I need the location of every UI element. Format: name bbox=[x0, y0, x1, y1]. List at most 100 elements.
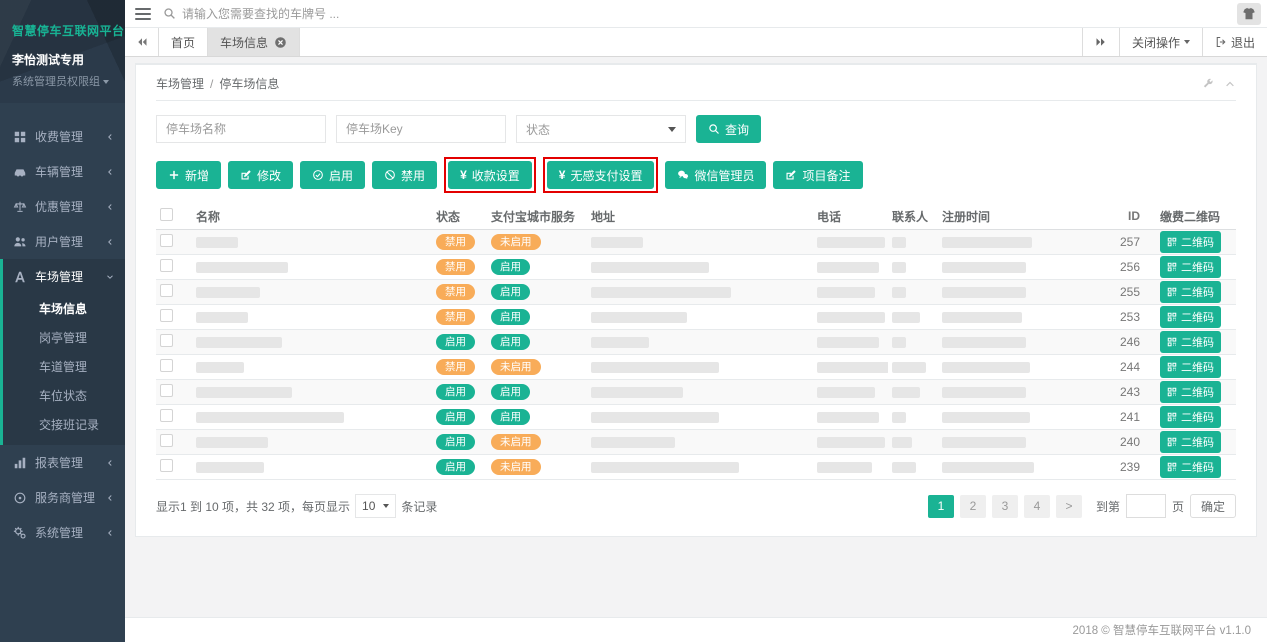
row-id: 240 bbox=[1119, 435, 1140, 449]
qr-code-button[interactable]: 二维码 bbox=[1160, 381, 1221, 403]
sidebar-item-parking[interactable]: 车场管理 bbox=[3, 259, 125, 294]
search-button[interactable]: 查询 bbox=[696, 115, 762, 143]
fast-back-icon bbox=[136, 36, 148, 48]
table-row: 启用 启用 241 二维码 bbox=[156, 405, 1236, 430]
qr-code-button[interactable]: 二维码 bbox=[1160, 306, 1221, 328]
col-header-qr: 缴费二维码 bbox=[1160, 209, 1221, 224]
close-operations-dropdown[interactable]: 关闭操作 bbox=[1118, 28, 1202, 56]
redacted-phone bbox=[817, 237, 885, 249]
qr-code-button[interactable]: 二维码 bbox=[1160, 231, 1221, 253]
sidebar-item-grid[interactable]: 收费管理 bbox=[0, 119, 125, 154]
sidebar-item-users[interactable]: 用户管理 bbox=[0, 224, 125, 259]
sidebar-item-chart[interactable]: 报表管理 bbox=[0, 445, 125, 480]
redacted-address bbox=[591, 437, 675, 449]
toolbar-button[interactable]: ¥ 无感支付设置 bbox=[546, 161, 655, 189]
redacted-address bbox=[591, 362, 719, 374]
next-page-button[interactable]: > bbox=[1055, 494, 1082, 518]
chevron-left-icon bbox=[105, 132, 115, 142]
row-checkbox[interactable] bbox=[160, 234, 173, 247]
goto-page-input[interactable] bbox=[1125, 494, 1166, 518]
toolbar-button[interactable]: 修改 bbox=[228, 161, 294, 189]
row-checkbox[interactable] bbox=[160, 409, 173, 422]
per-page-select[interactable]: 10 bbox=[355, 494, 397, 518]
sidebar-subitem[interactable]: 车道管理 bbox=[39, 360, 88, 374]
parking-key-input[interactable] bbox=[336, 115, 506, 143]
row-checkbox[interactable] bbox=[160, 259, 173, 272]
tshirt-icon bbox=[1242, 7, 1256, 21]
qr-code-button[interactable]: 二维码 bbox=[1160, 456, 1221, 478]
redacted-name bbox=[196, 412, 344, 424]
status-badge: 启用 bbox=[436, 333, 475, 351]
tabs-scroll-left-button[interactable] bbox=[125, 28, 159, 56]
redacted-contact bbox=[892, 312, 920, 324]
redacted-reg-time bbox=[942, 312, 1022, 324]
sidebar-item-gear[interactable]: 系统管理 bbox=[0, 515, 125, 550]
toolbar-button[interactable]: 禁用 bbox=[372, 161, 438, 189]
plus-icon bbox=[168, 169, 180, 181]
redacted-contact bbox=[892, 437, 912, 449]
table-header-row: 名称 状态 支付宝城市服务 地址 电话 联系人 注册时间 ID 缴费二维码 bbox=[156, 203, 1236, 230]
hamburger-menu-icon[interactable] bbox=[133, 6, 153, 22]
row-checkbox[interactable] bbox=[160, 309, 173, 322]
row-checkbox[interactable] bbox=[160, 284, 173, 297]
sidebar-item-scale[interactable]: 优惠管理 bbox=[0, 189, 125, 224]
alipay-status-badge: 未启用 bbox=[491, 233, 541, 251]
sidebar-subitem[interactable]: 车场信息 bbox=[39, 302, 88, 316]
sidebar-item-provider[interactable]: 服务商管理 bbox=[0, 480, 125, 515]
tab-parking-info[interactable]: 车场信息 bbox=[208, 28, 301, 56]
page-button[interactable]: 4 bbox=[1023, 494, 1050, 518]
row-checkbox[interactable] bbox=[160, 384, 173, 397]
plate-search bbox=[163, 6, 1237, 21]
qr-code-button[interactable]: 二维码 bbox=[1160, 256, 1221, 278]
qr-code-button[interactable]: 二维码 bbox=[1160, 431, 1221, 453]
sidebar-subitem[interactable]: 交接班记录 bbox=[39, 418, 100, 432]
qr-code-button[interactable]: 二维码 bbox=[1160, 281, 1221, 303]
table-row: 禁用 启用 253 二维码 bbox=[156, 305, 1236, 330]
toolbar-button[interactable]: 启用 bbox=[300, 161, 366, 189]
chevron-left-icon bbox=[105, 493, 115, 503]
qr-icon bbox=[1167, 387, 1177, 397]
goto-confirm-button[interactable]: 确定 bbox=[1189, 494, 1236, 518]
toolbar-button[interactable]: ¥ 收款设置 bbox=[448, 161, 532, 189]
qr-icon bbox=[1167, 362, 1177, 372]
col-header-alipay: 支付宝城市服务 bbox=[491, 209, 576, 224]
logout-button[interactable]: 退出 bbox=[1201, 28, 1267, 56]
sidebar-subitem[interactable]: 车位状态 bbox=[39, 389, 88, 403]
status-select[interactable]: 状态 bbox=[516, 115, 686, 143]
tab-home[interactable]: 首页 bbox=[159, 28, 209, 56]
page-button[interactable]: 2 bbox=[959, 494, 986, 518]
row-checkbox[interactable] bbox=[160, 359, 173, 372]
row-checkbox[interactable] bbox=[160, 459, 173, 472]
redacted-reg-time bbox=[942, 287, 1026, 299]
parking-name-input[interactable] bbox=[156, 115, 326, 143]
plate-search-input[interactable] bbox=[182, 6, 502, 21]
toolbar-button[interactable]: 新增 bbox=[156, 161, 222, 189]
select-all-checkbox[interactable] bbox=[160, 208, 173, 221]
sidebar-item-car[interactable]: 车辆管理 bbox=[0, 154, 125, 189]
theme-switcher-button[interactable] bbox=[1237, 2, 1261, 25]
page-button[interactable]: 3 bbox=[991, 494, 1018, 518]
qr-code-button[interactable]: 二维码 bbox=[1160, 406, 1221, 428]
qr-code-button[interactable]: 二维码 bbox=[1160, 331, 1221, 353]
status-badge: 禁用 bbox=[436, 258, 475, 276]
qr-icon bbox=[1167, 462, 1177, 472]
wrench-icon[interactable] bbox=[1202, 78, 1214, 90]
redacted-contact bbox=[892, 462, 916, 474]
redacted-reg-time bbox=[942, 462, 1034, 474]
qr-code-button[interactable]: 二维码 bbox=[1160, 356, 1221, 378]
table-row: 启用 未启用 239 二维码 bbox=[156, 455, 1236, 480]
user-role-dropdown[interactable]: 系统管理员权限组 bbox=[12, 73, 115, 89]
toolbar-button[interactable]: 微信管理员 bbox=[665, 161, 767, 189]
sidebar-subitem[interactable]: 岗亭管理 bbox=[39, 331, 88, 345]
tabs-scroll-right-button[interactable] bbox=[1081, 28, 1119, 56]
row-checkbox[interactable] bbox=[160, 434, 173, 447]
fast-forward-icon bbox=[1095, 36, 1107, 48]
toolbar-button[interactable]: 项目备注 bbox=[773, 161, 863, 189]
collapse-panel-icon[interactable] bbox=[1224, 78, 1236, 90]
tab-close-icon[interactable] bbox=[274, 36, 287, 49]
row-id: 244 bbox=[1119, 360, 1140, 374]
user-name: 李怡测试专用 bbox=[12, 53, 85, 67]
edit-icon bbox=[785, 169, 797, 181]
row-checkbox[interactable] bbox=[160, 334, 173, 347]
page-button[interactable]: 1 bbox=[927, 494, 954, 518]
